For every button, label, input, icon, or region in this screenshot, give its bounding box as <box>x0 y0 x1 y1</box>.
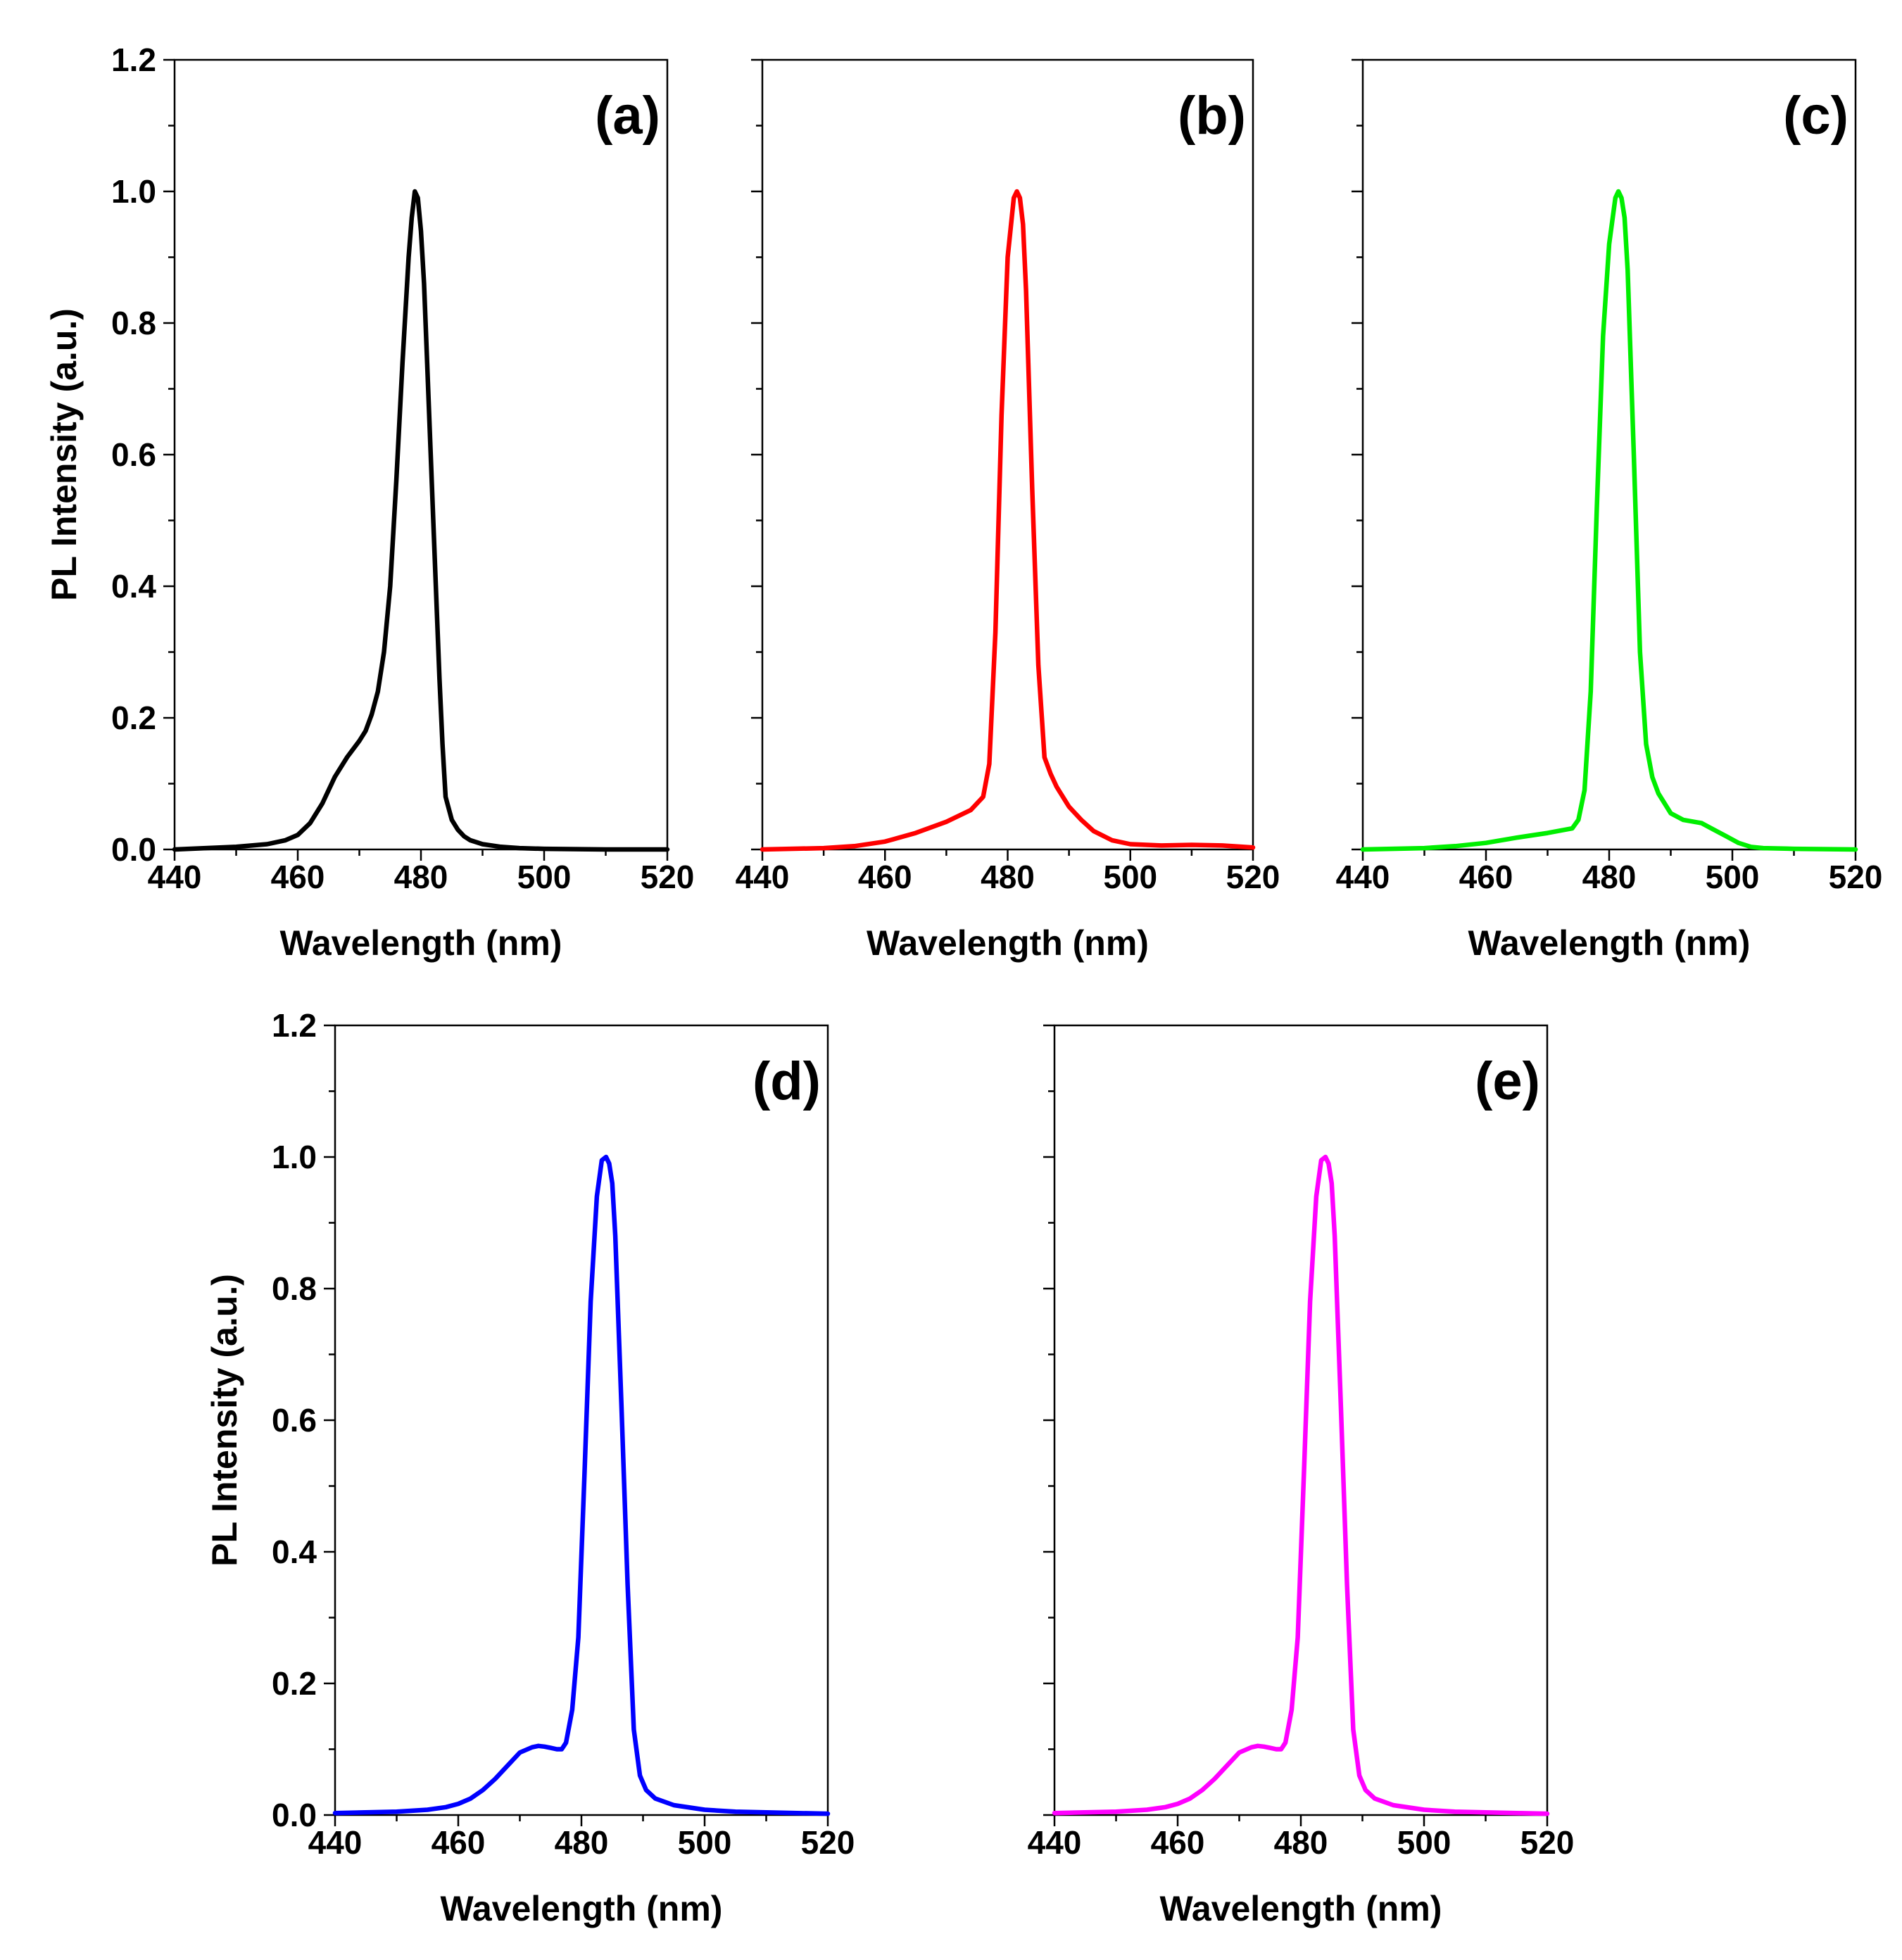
series-line-a <box>172 189 670 852</box>
y-axis-label-d: PL Intensity (a.u.) <box>205 1274 244 1567</box>
y-tick-label-d: 0.6 <box>272 1402 317 1439</box>
x-tick-label-d: 460 <box>432 1824 486 1861</box>
chart-panel-b: 440 460 480 500 520 Wavelength (nm) (b) <box>736 58 1280 963</box>
chart-panel-d: 440 460 480 500 520 0.0 0.2 0.4 0.6 0.8 1.0 1.2 Wave… <box>205 1007 855 1928</box>
x-tick-label-e: 480 <box>1274 1824 1328 1861</box>
plot-frame-a <box>173 58 669 851</box>
x-axis-label-c: Wavelength (nm) <box>1468 923 1751 963</box>
series-line-d <box>332 1154 831 1816</box>
y-axis-label-a: PL Intensity (a.u.) <box>44 308 84 601</box>
x-tick-label-e: 460 <box>1151 1824 1205 1861</box>
x-axis-label-e: Wavelength (nm) <box>1160 1889 1442 1928</box>
y-tick-label-a: 1.2 <box>111 42 156 78</box>
x-tick-label-c: 440 <box>1336 859 1390 895</box>
chart-panel-a: 440 460 480 500 520 0.0 0.2 0.4 0.6 0.8 1.0 1.2 Wave… <box>44 42 694 963</box>
x-tick-label-e: 440 <box>1028 1824 1082 1861</box>
y-tick-label-a: 0.4 <box>111 568 156 605</box>
series-line-b <box>760 189 1256 852</box>
chart-panel-e: 440 460 480 500 520 Wavelength (nm) (e) <box>1028 1024 1575 1928</box>
panel-label-b: (b) <box>1178 86 1246 146</box>
plot-frame-b <box>761 58 1254 851</box>
plot-frame-c <box>1361 58 1857 851</box>
x-tick-label-d: 500 <box>678 1824 732 1861</box>
panel-label-c: (c) <box>1783 86 1849 146</box>
y-tick-label-a: 1.0 <box>111 173 156 210</box>
x-tick-label-c: 460 <box>1459 859 1513 895</box>
x-axis-label-d: Wavelength (nm) <box>441 1889 723 1928</box>
y-tick-label-d: 0.4 <box>272 1534 317 1570</box>
x-tick-label-b: 460 <box>858 859 912 895</box>
plot-frame-d <box>334 1024 829 1816</box>
y-tick-label-d: 0.0 <box>272 1797 317 1833</box>
x-tick-label-b: 480 <box>981 859 1035 895</box>
y-tick-label-d: 0.2 <box>272 1665 317 1702</box>
x-tick-label-b: 500 <box>1103 859 1157 895</box>
x-tick-label-a: 460 <box>271 859 325 895</box>
x-axis-label-a: Wavelength (nm) <box>280 923 562 963</box>
x-tick-label-a: 520 <box>641 859 695 895</box>
y-tick-label-a: 0.6 <box>111 436 156 473</box>
x-tick-label-a: 440 <box>148 859 202 895</box>
x-tick-label-d: 480 <box>555 1824 609 1861</box>
y-tick-label-d: 1.2 <box>272 1007 317 1044</box>
x-tick-label-c: 480 <box>1582 859 1637 895</box>
x-axis-label-b: Wavelength (nm) <box>867 923 1149 963</box>
panel-label-d: (d) <box>752 1051 821 1111</box>
x-tick-label-b: 520 <box>1226 859 1280 895</box>
x-tick-label-a: 500 <box>517 859 572 895</box>
x-tick-label-c: 520 <box>1829 859 1883 895</box>
series-line-c <box>1360 189 1858 852</box>
y-tick-label-a: 0.8 <box>111 305 156 341</box>
y-tick-label-a: 0.0 <box>111 831 156 868</box>
plot-frame-e <box>1053 1024 1549 1816</box>
series-line-e <box>1052 1154 1550 1816</box>
x-tick-label-b: 440 <box>736 859 790 895</box>
x-tick-label-e: 520 <box>1520 1824 1575 1861</box>
x-tick-label-e: 500 <box>1397 1824 1451 1861</box>
y-tick-label-d: 1.0 <box>272 1139 317 1175</box>
panel-label-a: (a) <box>595 86 660 146</box>
x-tick-label-c: 500 <box>1706 859 1760 895</box>
chart-panel-c: 440 460 480 500 520 Wavelength (nm) (c) <box>1336 58 1883 963</box>
x-tick-label-a: 480 <box>394 859 448 895</box>
panel-label-e: (e) <box>1475 1051 1540 1111</box>
x-tick-label-d: 520 <box>801 1824 855 1861</box>
y-tick-label-a: 0.2 <box>111 700 156 736</box>
y-tick-label-d: 0.8 <box>272 1270 317 1307</box>
x-tick-label-d: 440 <box>308 1824 363 1861</box>
